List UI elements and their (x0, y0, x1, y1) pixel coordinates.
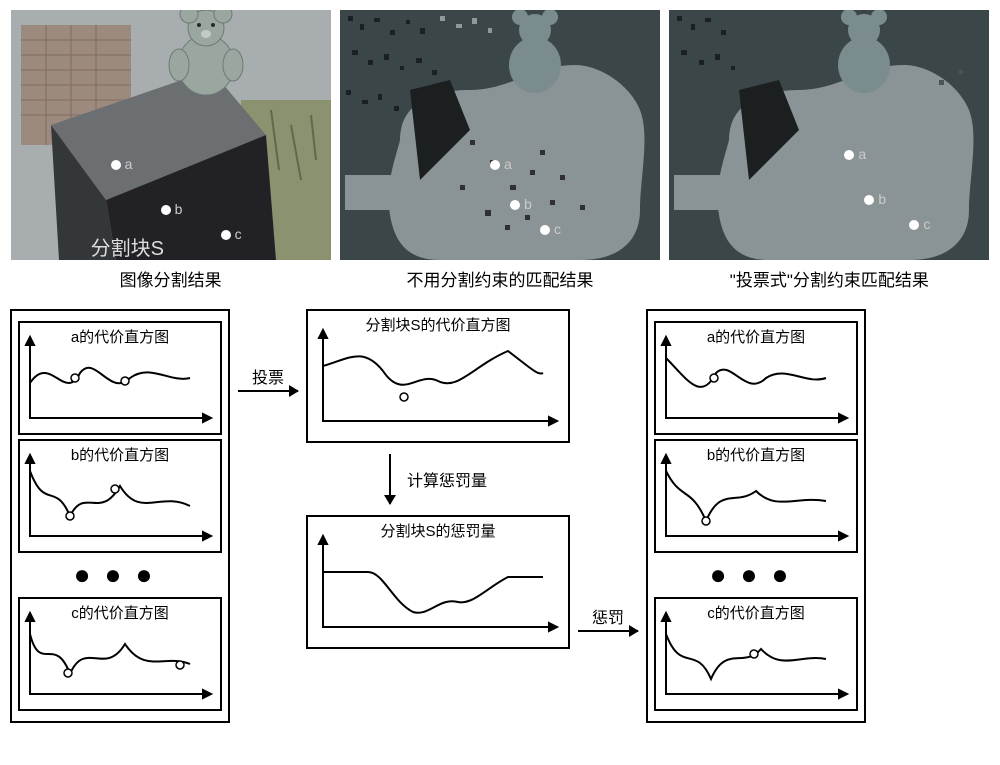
marker-b3: b (878, 191, 886, 207)
chart-right-a-title: a的代价直方图 (656, 326, 856, 347)
chart-right-b: b的代价直方图 (654, 439, 858, 553)
chart-left-b: b的代价直方图 (18, 439, 222, 553)
top-image-row: a b c 分割块S 图像分割结果 (10, 10, 990, 291)
arrow-vote: 投票 (238, 364, 298, 392)
img-segmentation: a b c 分割块S (11, 10, 331, 260)
arrow-penalty-label: 惩罚 (592, 604, 624, 628)
marker-c3: c (923, 216, 930, 232)
right-ellipsis: ●●● (710, 561, 803, 589)
chart-right-c: c的代价直方图 (654, 597, 858, 711)
chart-mid-bottom: 分割块S的惩罚量 (306, 515, 570, 649)
marker-a3: a (858, 146, 866, 162)
marker-a: a (125, 156, 133, 172)
arrow-vote-label: 投票 (252, 364, 284, 388)
right-chart-group: a的代价直方图 b的代价直方图 (646, 309, 866, 723)
arrow-penalty: 惩罚 (578, 604, 638, 632)
chart-left-c-title: c的代价直方图 (20, 602, 220, 623)
marker-b2: b (524, 196, 532, 212)
caption-noconst: 不用分割约束的匹配结果 (406, 266, 593, 291)
chart-left-a-title: a的代价直方图 (20, 326, 220, 347)
panel-no-constraint: a b c 不用分割约束的匹配结果 (339, 10, 660, 291)
img-voting: a b c (669, 10, 989, 260)
chart-left-c: c的代价直方图 (18, 597, 222, 711)
marker-c2: c (554, 221, 561, 237)
arrow-penalty-calc: 计算惩罚量 (389, 449, 487, 509)
flow-diagram: a的代价直方图 b的代价直方图 (10, 309, 990, 723)
chart-right-a: a的代价直方图 (654, 321, 858, 435)
caption-voting: "投票式"分割约束匹配结果 (730, 266, 929, 291)
chart-mid-top: 分割块S的代价直方图 (306, 309, 570, 443)
chart-right-b-title: b的代价直方图 (656, 444, 856, 465)
caption-seg: 图像分割结果 (120, 266, 222, 291)
segment-s-label: 分割块S (91, 232, 164, 260)
panel-voting: a b c "投票式"分割约束匹配结果 (669, 10, 990, 291)
marker-b: b (175, 201, 183, 217)
mid-column: 分割块S的代价直方图 计算惩罚量 分割块S的惩罚量 (306, 309, 570, 649)
marker-c: c (235, 226, 242, 242)
chart-left-b-title: b的代价直方图 (20, 444, 220, 465)
marker-a2: a (504, 156, 512, 172)
chart-mid-top-title: 分割块S的代价直方图 (308, 314, 568, 335)
left-ellipsis: ●●● (74, 561, 167, 589)
img-no-constraint: a b c (340, 10, 660, 260)
panel-segmentation: a b c 分割块S 图像分割结果 (10, 10, 331, 291)
chart-mid-bottom-title: 分割块S的惩罚量 (308, 520, 568, 541)
arrow-penalty-calc-label: 计算惩罚量 (407, 467, 487, 491)
chart-left-a: a的代价直方图 (18, 321, 222, 435)
chart-right-c-title: c的代价直方图 (656, 602, 856, 623)
left-chart-group: a的代价直方图 b的代价直方图 (10, 309, 230, 723)
